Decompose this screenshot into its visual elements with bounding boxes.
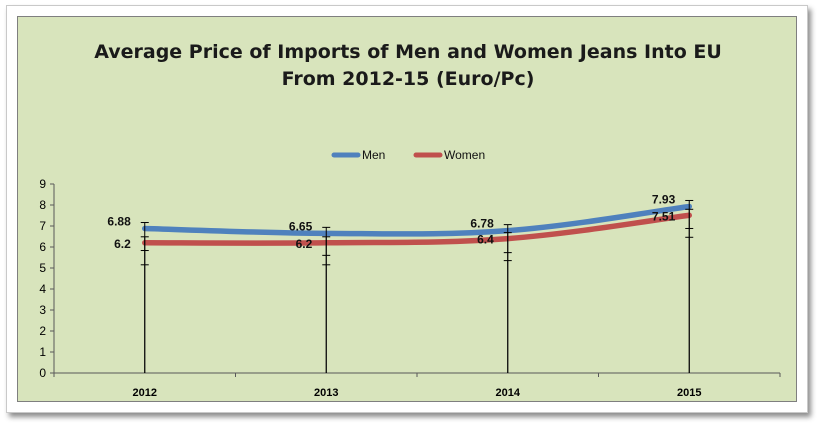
x-tick-label: 2012 <box>133 387 157 399</box>
y-tick-label: 4 <box>39 282 46 296</box>
chart-title-line-1: Average Price of Imports of Men and Wome… <box>94 41 722 63</box>
data-label-women: 6.2 <box>296 237 313 251</box>
data-label-men: 7.93 <box>652 192 676 206</box>
data-label-men: 6.78 <box>470 217 494 231</box>
x-tick-label: 2013 <box>314 387 338 399</box>
x-tick-label: 2014 <box>496 387 521 399</box>
series-line-women <box>142 212 692 246</box>
x-tick-label: 2015 <box>677 387 701 399</box>
y-tick-label: 3 <box>39 303 46 317</box>
y-tick-label: 5 <box>39 261 46 275</box>
chart-title: Average Price of Imports of Men and Wome… <box>18 39 798 93</box>
line-chart: 0 1 2 3 4 5 6 7 8 9 2012 2013 2014 2015 6.88 6.65 6.78 7.… <box>39 148 781 399</box>
y-tick-label: 6 <box>39 240 46 254</box>
series-line-men <box>142 203 692 237</box>
y-tick-label: 9 <box>39 177 46 191</box>
chart-title-line-2: From 2012-15 (Euro/Pc) <box>281 68 535 90</box>
y-tick-label: 2 <box>39 324 46 338</box>
data-label-men: 6.65 <box>289 219 313 233</box>
data-label-women: 7.51 <box>652 209 676 223</box>
y-tick-label: 1 <box>39 345 46 359</box>
legend-label-men: Men <box>362 148 385 162</box>
y-tick-label: 7 <box>39 219 46 233</box>
chart-area: Average Price of Imports of Men and Wome… <box>17 16 797 402</box>
legend-label-women: Women <box>444 148 485 162</box>
chart-frame: Average Price of Imports of Men and Wome… <box>6 5 808 413</box>
y-tick-label: 8 <box>39 198 46 212</box>
data-label-men: 6.88 <box>107 215 131 229</box>
data-label-women: 6.2 <box>114 237 131 251</box>
y-tick-label: 0 <box>39 366 46 380</box>
data-label-women: 6.4 <box>477 233 494 247</box>
